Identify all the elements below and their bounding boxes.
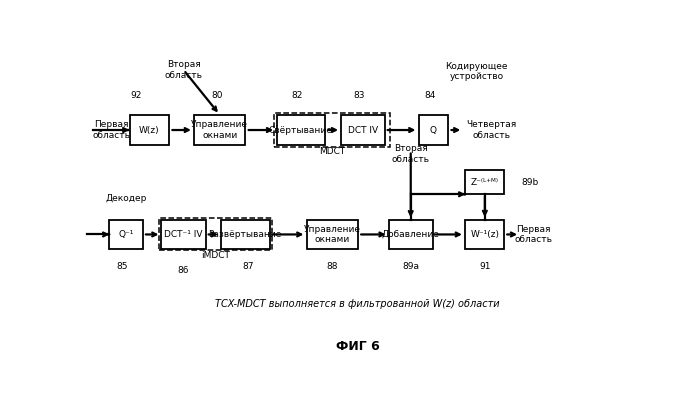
Text: Декодер: Декодер <box>105 194 147 203</box>
Text: ФИГ 6: ФИГ 6 <box>336 340 380 353</box>
Bar <box>274 113 389 147</box>
Bar <box>276 115 325 145</box>
Text: Первая
область: Первая область <box>514 225 553 244</box>
Bar <box>221 220 269 249</box>
Text: 85: 85 <box>117 262 128 271</box>
Text: 88: 88 <box>326 262 338 271</box>
Text: 87: 87 <box>242 262 253 271</box>
Bar <box>419 115 448 145</box>
Bar <box>110 220 143 249</box>
Text: Q: Q <box>430 125 437 134</box>
Text: 84: 84 <box>424 91 436 100</box>
Text: 89a: 89a <box>402 262 419 271</box>
Bar <box>161 220 206 249</box>
Text: DCT IV: DCT IV <box>348 125 378 134</box>
Text: Управление
окнами: Управление окнами <box>191 120 248 140</box>
Bar <box>466 220 505 249</box>
Text: Развёртывание: Развёртывание <box>209 230 282 239</box>
Bar <box>466 171 505 194</box>
Bar <box>341 115 385 145</box>
Text: 92: 92 <box>131 91 142 100</box>
Text: Кодирующее
устройство: Кодирующее устройство <box>445 62 508 81</box>
Text: Вторая
область: Вторая область <box>392 144 430 164</box>
Text: MDCT: MDCT <box>319 148 346 157</box>
Text: Q⁻¹: Q⁻¹ <box>119 230 134 239</box>
Text: 91: 91 <box>479 262 491 271</box>
Bar <box>159 218 272 250</box>
Text: Четвертая
область: Четвертая область <box>466 120 516 140</box>
Bar <box>130 115 169 145</box>
Bar <box>194 115 246 145</box>
Text: W⁻¹(z): W⁻¹(z) <box>470 230 499 239</box>
Text: W(z): W(z) <box>139 125 160 134</box>
Text: Свёртывание: Свёртывание <box>269 125 333 134</box>
Text: TCX-MDCT выполняется в фильтрованной W(z) области: TCX-MDCT выполняется в фильтрованной W(z… <box>216 299 500 309</box>
Text: Первая
область: Первая область <box>93 120 131 140</box>
Text: DCT⁻¹ IV: DCT⁻¹ IV <box>164 230 203 239</box>
Text: Вторая
область: Вторая область <box>165 60 202 80</box>
Text: Z⁻⁽ᴸ⁺ᴹ⁾: Z⁻⁽ᴸ⁺ᴹ⁾ <box>471 178 499 187</box>
Text: Добавление: Добавление <box>382 230 440 239</box>
Bar <box>389 220 433 249</box>
Bar <box>306 220 358 249</box>
Text: 83: 83 <box>354 91 365 100</box>
Text: Управление
окнами: Управление окнами <box>304 225 361 244</box>
Text: 89b: 89b <box>521 178 538 187</box>
Text: 80: 80 <box>211 91 223 100</box>
Text: iMDCT: iMDCT <box>201 251 230 260</box>
Text: 86: 86 <box>178 266 189 275</box>
Text: 82: 82 <box>292 91 303 100</box>
